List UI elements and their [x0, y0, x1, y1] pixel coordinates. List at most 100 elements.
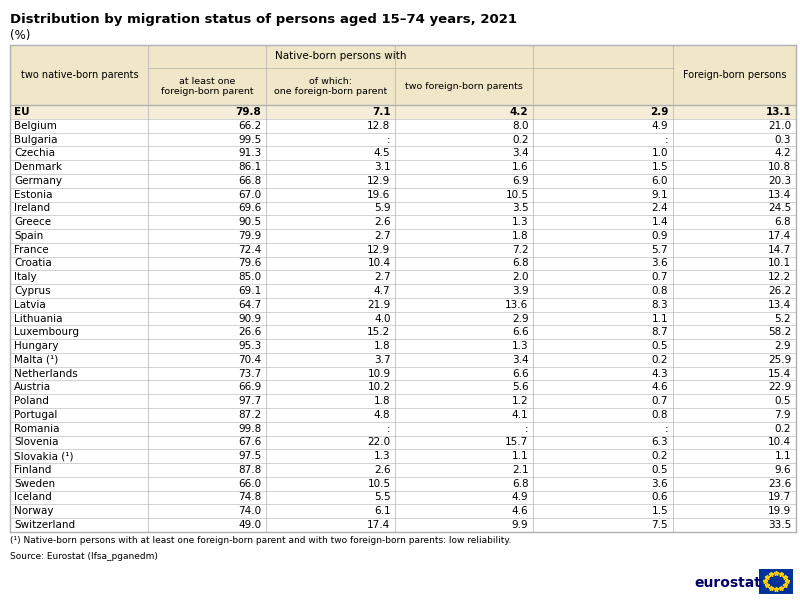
- Text: 2.9: 2.9: [650, 107, 668, 117]
- Text: 6.9: 6.9: [512, 176, 529, 186]
- Text: 4.3: 4.3: [651, 368, 668, 379]
- Text: of which:
one foreign-born parent: of which: one foreign-born parent: [274, 77, 387, 96]
- Text: 19.7: 19.7: [768, 492, 791, 502]
- Text: 3.1: 3.1: [374, 162, 390, 172]
- Text: Italy: Italy: [14, 272, 37, 282]
- Text: 6.3: 6.3: [651, 438, 668, 447]
- Text: Foreign-born persons: Foreign-born persons: [682, 70, 786, 80]
- Text: 73.7: 73.7: [238, 368, 262, 379]
- Text: 4.6: 4.6: [512, 506, 529, 516]
- Text: Switzerland: Switzerland: [14, 520, 75, 530]
- Text: (¹) Native-born persons with at least one foreign-born parent and with two forei: (¹) Native-born persons with at least on…: [10, 536, 512, 545]
- Text: 6.8: 6.8: [512, 258, 529, 269]
- Text: 1.1: 1.1: [774, 451, 791, 461]
- Text: 13.4: 13.4: [768, 190, 791, 200]
- Text: 26.6: 26.6: [238, 328, 262, 337]
- Text: Denmark: Denmark: [14, 162, 62, 172]
- Text: 66.0: 66.0: [238, 479, 262, 489]
- Text: 0.3: 0.3: [774, 135, 791, 145]
- Text: :: :: [387, 424, 390, 434]
- Text: 4.9: 4.9: [651, 121, 668, 131]
- Text: Belgium: Belgium: [14, 121, 58, 131]
- Text: 8.3: 8.3: [651, 300, 668, 310]
- Text: 2.9: 2.9: [512, 314, 529, 323]
- Text: 13.4: 13.4: [768, 300, 791, 310]
- Text: 0.7: 0.7: [652, 272, 668, 282]
- Text: 10.5: 10.5: [367, 479, 390, 489]
- Text: 21.9: 21.9: [367, 300, 390, 310]
- Text: Distribution by migration status of persons aged 15–74 years, 2021: Distribution by migration status of pers…: [10, 13, 518, 26]
- Text: 4.7: 4.7: [374, 286, 390, 296]
- Text: 0.6: 0.6: [652, 492, 668, 502]
- Text: 6.1: 6.1: [374, 506, 390, 516]
- Text: Native-born persons with: Native-born persons with: [275, 52, 406, 61]
- Text: 22.0: 22.0: [367, 438, 390, 447]
- Text: 1.2: 1.2: [512, 396, 529, 406]
- Text: 7.5: 7.5: [651, 520, 668, 530]
- Text: 1.0: 1.0: [652, 148, 668, 158]
- Text: 64.7: 64.7: [238, 300, 262, 310]
- Text: :: :: [525, 424, 529, 434]
- Text: Bulgaria: Bulgaria: [14, 135, 58, 145]
- Text: 0.8: 0.8: [652, 410, 668, 420]
- Text: 0.5: 0.5: [652, 341, 668, 351]
- Text: Estonia: Estonia: [14, 190, 53, 200]
- Text: Germany: Germany: [14, 176, 62, 186]
- Text: Sweden: Sweden: [14, 479, 55, 489]
- Text: 6.6: 6.6: [512, 328, 529, 337]
- Text: 3.9: 3.9: [512, 286, 529, 296]
- Text: 9.6: 9.6: [774, 465, 791, 475]
- Text: 2.4: 2.4: [651, 203, 668, 213]
- Text: 0.2: 0.2: [652, 451, 668, 461]
- Text: 0.2: 0.2: [774, 424, 791, 434]
- Text: 49.0: 49.0: [238, 520, 262, 530]
- Text: 10.4: 10.4: [768, 438, 791, 447]
- Text: 58.2: 58.2: [768, 328, 791, 337]
- Text: 7.9: 7.9: [774, 410, 791, 420]
- Text: 19.6: 19.6: [367, 190, 390, 200]
- Text: 2.1: 2.1: [512, 465, 529, 475]
- Text: :: :: [387, 135, 390, 145]
- Text: 12.2: 12.2: [768, 272, 791, 282]
- Text: 97.5: 97.5: [238, 451, 262, 461]
- Text: 1.6: 1.6: [512, 162, 529, 172]
- Text: 5.5: 5.5: [374, 492, 390, 502]
- Text: 15.4: 15.4: [768, 368, 791, 379]
- Text: 1.3: 1.3: [374, 451, 390, 461]
- Text: 99.8: 99.8: [238, 424, 262, 434]
- Text: 3.5: 3.5: [512, 203, 529, 213]
- Text: 19.9: 19.9: [768, 506, 791, 516]
- Text: Hungary: Hungary: [14, 341, 59, 351]
- Text: 14.7: 14.7: [768, 245, 791, 255]
- Text: 13.1: 13.1: [766, 107, 791, 117]
- Text: 2.7: 2.7: [374, 272, 390, 282]
- Text: 67.6: 67.6: [238, 438, 262, 447]
- Text: 0.2: 0.2: [512, 135, 529, 145]
- Text: :: :: [665, 424, 668, 434]
- Text: Latvia: Latvia: [14, 300, 46, 310]
- Text: 74.8: 74.8: [238, 492, 262, 502]
- Text: France: France: [14, 245, 49, 255]
- Text: 4.1: 4.1: [512, 410, 529, 420]
- Text: 1.3: 1.3: [512, 217, 529, 227]
- Text: 2.9: 2.9: [774, 341, 791, 351]
- Text: Netherlands: Netherlands: [14, 368, 78, 379]
- Text: Czechia: Czechia: [14, 148, 55, 158]
- Text: 1.5: 1.5: [651, 506, 668, 516]
- Text: 4.2: 4.2: [774, 148, 791, 158]
- Text: 87.2: 87.2: [238, 410, 262, 420]
- Text: 87.8: 87.8: [238, 465, 262, 475]
- Text: 10.8: 10.8: [768, 162, 791, 172]
- Text: 6.0: 6.0: [652, 176, 668, 186]
- Text: 69.6: 69.6: [238, 203, 262, 213]
- Text: 15.2: 15.2: [367, 328, 390, 337]
- Text: 4.5: 4.5: [374, 148, 390, 158]
- Text: 86.1: 86.1: [238, 162, 262, 172]
- Text: 7.1: 7.1: [372, 107, 390, 117]
- Text: Finland: Finland: [14, 465, 52, 475]
- Text: (%): (%): [10, 29, 30, 43]
- Text: 12.8: 12.8: [367, 121, 390, 131]
- Text: 12.9: 12.9: [367, 176, 390, 186]
- Text: 0.2: 0.2: [652, 355, 668, 365]
- Text: 6.8: 6.8: [774, 217, 791, 227]
